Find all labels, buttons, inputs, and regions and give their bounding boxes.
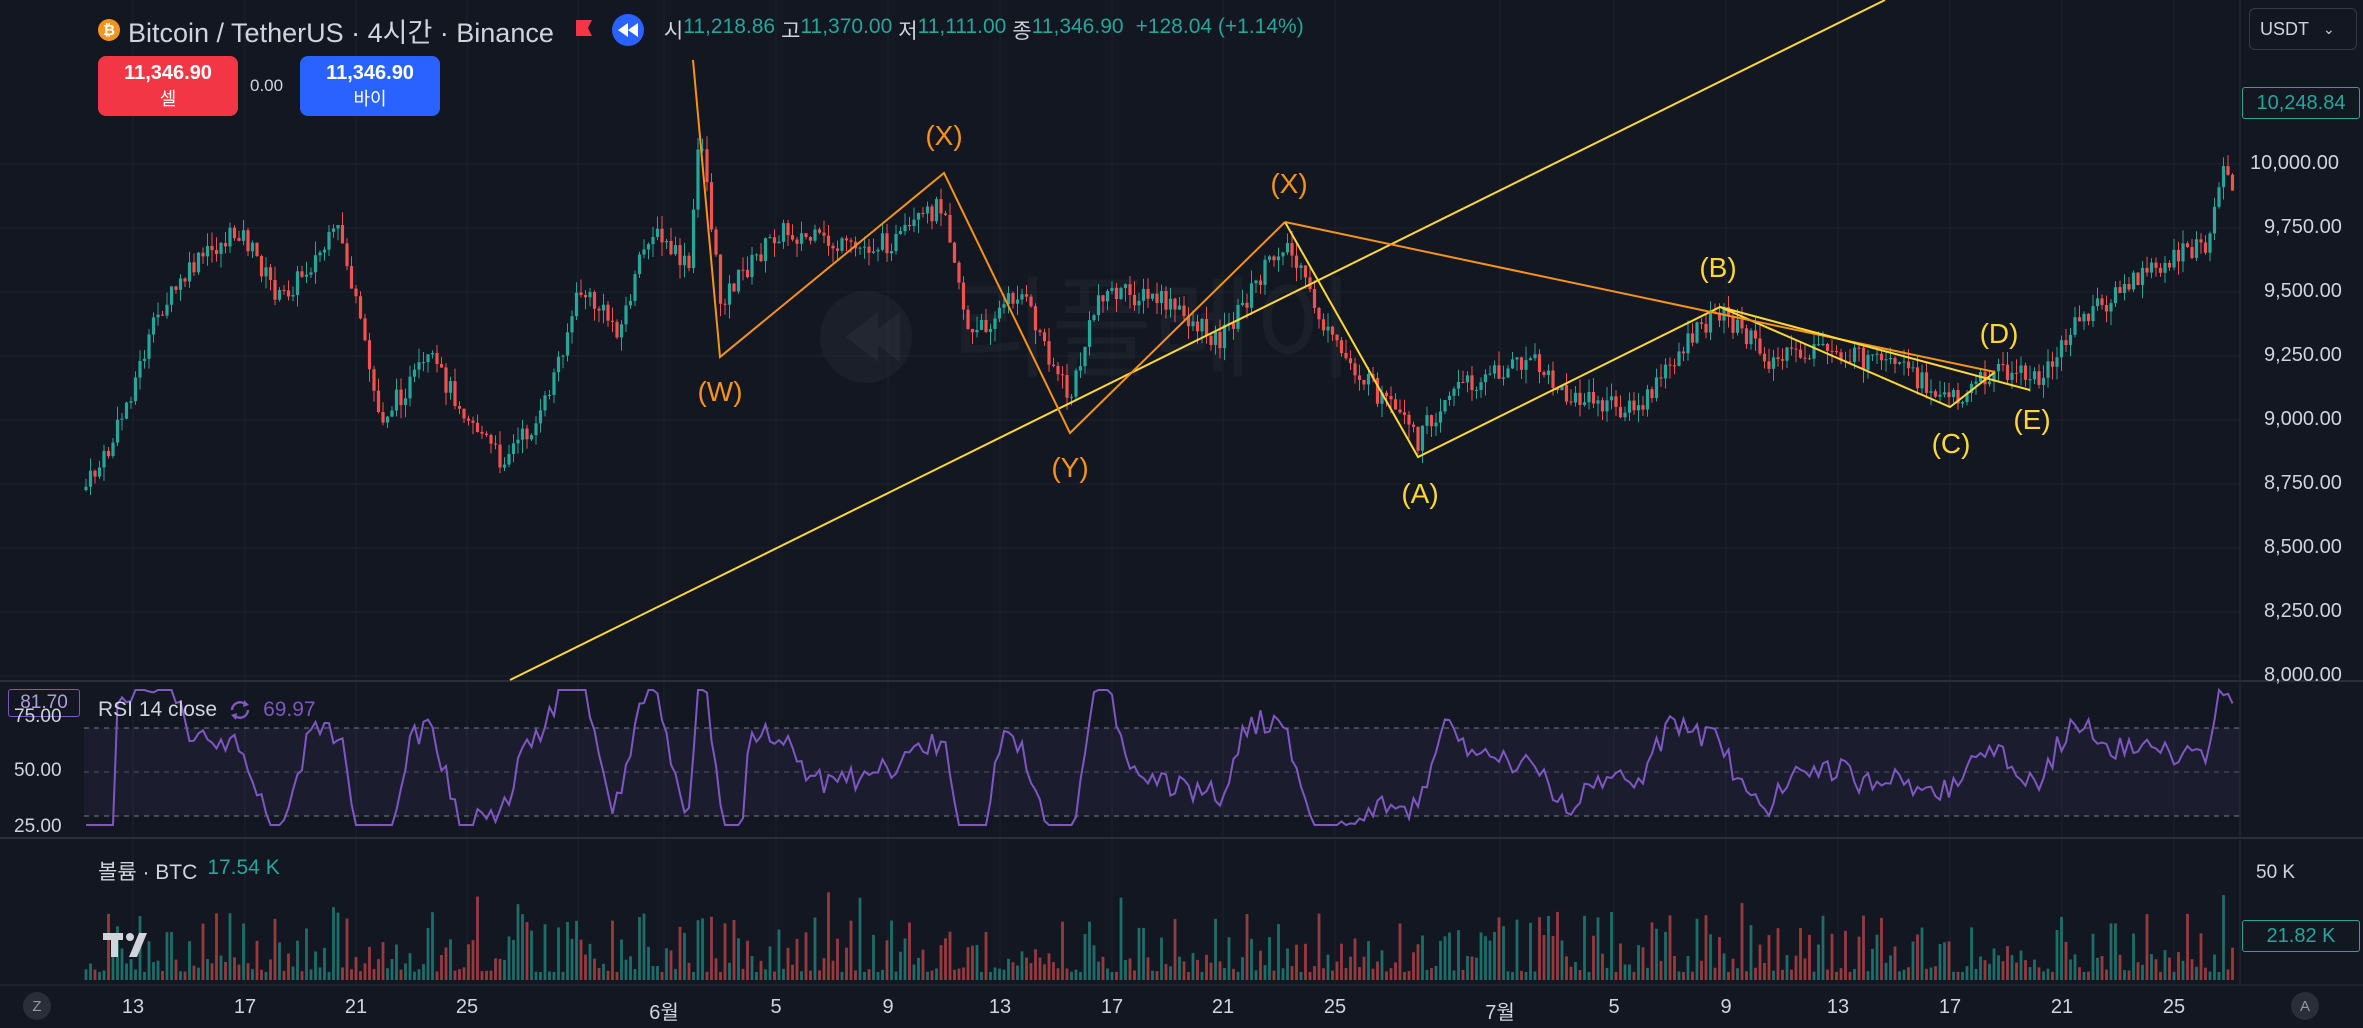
time-axis-label: 13 (1826, 996, 1850, 1018)
sell-button[interactable]: 11,346.90 셀 (98, 56, 238, 116)
currency-label: USDT (2260, 18, 2309, 39)
volume-title: 볼륨 · BTC (98, 861, 198, 884)
wave-label-d: (D) (1979, 318, 2019, 349)
tradingview-logo-icon[interactable] (103, 930, 159, 960)
spread-value: 0.00 (250, 76, 284, 95)
rsi-axis-label: 50.00 (14, 760, 62, 781)
time-axis-label: 6월 (649, 1002, 679, 1024)
wave-label-x2: (X) (1270, 168, 1308, 199)
ohlc-open-key: 시 (663, 20, 684, 43)
symbol-title[interactable]: Bitcoin / TetherUS · 4시간 · Binance (128, 17, 554, 48)
sell-label: 셀 (159, 88, 177, 109)
rsi-line (86, 687, 2234, 827)
wave-abcde-path[interactable] (1284, 221, 1996, 459)
time-axis-label: 17 (1100, 996, 1124, 1018)
time-axis-label: 17 (1938, 996, 1962, 1018)
price-label: 9,500.00 (2264, 280, 2342, 302)
ohlc-open-value: 11,218.86 (683, 15, 776, 38)
ohlc-close-key: 종 (1012, 20, 1032, 43)
triangle-inner-line[interactable] (1719, 306, 2031, 391)
time-axis-label: 7월 (1485, 1002, 1515, 1024)
refresh-icon[interactable] (227, 697, 253, 723)
auto-scale-button[interactable]: A (2291, 992, 2319, 1020)
symbol-header: ₿ Bitcoin / TetherUS · 4시간 · Binance 시 11… (98, 12, 1304, 48)
ohlc-change: +128.04 (+1.14%) (1135, 15, 1304, 38)
price-label: 8,500.00 (2264, 536, 2342, 558)
rsi-legend[interactable]: RSI 14 close 69.97 (98, 697, 316, 723)
volume-axis-label: 50 K (2256, 862, 2296, 883)
time-axis-label: 5 (770, 996, 782, 1018)
time-axis-label: 25 (2162, 996, 2186, 1018)
volume-legend[interactable]: 볼륨 · BTC 17.54 K (98, 856, 280, 886)
wave-label-b: (B) (1699, 252, 1737, 283)
wave-label-a: (A) (1401, 478, 1439, 509)
sell-price: 11,346.90 (124, 61, 212, 84)
buy-label: 바이 (353, 88, 387, 109)
rsi-title: RSI 14 close (98, 698, 218, 721)
chevron-down-icon: ⌄ (2323, 20, 2335, 37)
price-label: 9,000.00 (2264, 408, 2342, 430)
time-axis-label: 25 (455, 996, 479, 1018)
volume-current-tag: 21.82 K (2242, 920, 2360, 952)
candlesticks (84, 136, 2235, 495)
price-label: 8,750.00 (2264, 472, 2342, 494)
wave-wxyx-path[interactable] (692, 59, 1286, 435)
bitcoin-icon: ₿ (98, 19, 120, 41)
currency-select[interactable]: USDT ⌄ (2249, 8, 2357, 50)
wave-label-w: (W) (697, 376, 743, 407)
elliott-wave-drawings[interactable] (509, 0, 2031, 681)
svg-text:리플레이: 리플레이 (950, 266, 1355, 394)
time-axis-label: 21 (2050, 996, 2074, 1018)
ohlc-close-value: 11,346.90 (1031, 15, 1124, 38)
rsi-cursor-tag: 81.70 (8, 689, 80, 717)
price-label: 8,000.00 (2264, 664, 2342, 686)
price-label: 10,000.00 (2250, 152, 2339, 174)
ohlc-low-key: 저 (898, 20, 918, 43)
time-axis-label: 17 (233, 996, 257, 1018)
ohlc-values: 시 11,218.86 고 11,370.00 저 11,111.00 종 11,346… (658, 15, 1304, 45)
ohlc-high-value: 11,370.00 (800, 15, 893, 38)
price-label: 8,250.00 (2264, 600, 2342, 622)
wave-label-e: (E) (2013, 404, 2051, 435)
flag-icon[interactable] (575, 20, 592, 40)
price-label: 9,750.00 (2264, 216, 2342, 238)
wave-label-y: (Y) (1051, 452, 1089, 483)
buy-button[interactable]: 11,346.90 바이 (300, 56, 440, 116)
time-axis-label: 5 (1608, 996, 1620, 1018)
triangle-upper-line[interactable] (1284, 221, 1996, 373)
wave-label-x1: (X) (925, 120, 963, 151)
rsi-value: 69.97 (263, 698, 316, 721)
rsi-band (84, 728, 2240, 816)
rewind-icon (617, 23, 638, 37)
volume-bars (84, 892, 2234, 980)
time-axis-label: 21 (344, 996, 368, 1018)
time-axis-label: 9 (882, 996, 894, 1018)
time-axis-label: 13 (988, 996, 1012, 1018)
last-price-tag: 10,248.84 (2242, 87, 2360, 119)
replay-button[interactable] (611, 14, 644, 46)
rsi-axis-label: 75.00 (14, 706, 62, 727)
time-axis-label: 9 (1720, 996, 1732, 1018)
time-axis-label: 25 (1323, 996, 1347, 1018)
ohlc-high-key: 고 (781, 20, 801, 43)
buy-price: 11,346.90 (326, 61, 414, 84)
rsi-axis-label: 25.00 (14, 816, 62, 837)
volume-value: 17.54 K (207, 856, 280, 879)
wave-label-c: (C) (1931, 428, 1971, 459)
trend-line[interactable] (509, 0, 1886, 681)
replay-watermark: 리플레이 (820, 266, 1355, 394)
time-axis-label: 13 (121, 996, 145, 1018)
ohlc-low-value: 11,111.00 (917, 15, 1007, 38)
time-axis-label: 21 (1211, 996, 1235, 1018)
price-label: 9,250.00 (2264, 344, 2342, 366)
zoom-button[interactable]: Z (23, 992, 51, 1020)
